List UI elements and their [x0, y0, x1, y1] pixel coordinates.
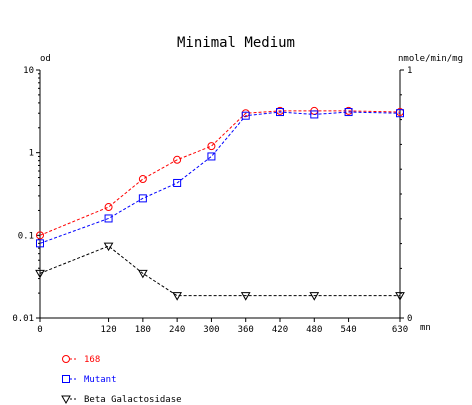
- y-left-tick-label: 0.01: [12, 314, 34, 324]
- data-point: [104, 214, 113, 223]
- series-line-mutant: [39, 111, 401, 244]
- data-point: [103, 242, 114, 252]
- data-point: [172, 292, 183, 301]
- axes: [39, 70, 401, 319]
- x-tick-label: 420: [272, 325, 288, 335]
- y-left-tick-label: 0.1: [18, 231, 34, 241]
- x-tick-label: 360: [238, 325, 254, 335]
- data-point: [309, 292, 320, 301]
- legend-marker: [61, 395, 71, 405]
- x-tick-label: 240: [169, 325, 185, 335]
- x-tick-label: 0: [37, 325, 42, 335]
- x-tick-label: 300: [203, 325, 219, 335]
- legend-item-beta-galactosidase: Beta Galactosidase: [61, 395, 182, 405]
- data-point: [344, 108, 353, 117]
- data-point: [310, 110, 319, 119]
- x-tick-label: 480: [306, 325, 322, 335]
- data-point: [240, 292, 251, 301]
- data-point: [396, 109, 404, 118]
- chart-title: Minimal Medium: [177, 35, 295, 51]
- data-point: [35, 269, 45, 279]
- data-point: [36, 231, 44, 240]
- legend-item-168: 168: [62, 355, 100, 365]
- data-point: [207, 152, 216, 161]
- data-point: [395, 292, 405, 301]
- data-point: [173, 178, 182, 187]
- data-point: [137, 269, 148, 279]
- legend-item-mutant: Mutant: [62, 375, 117, 385]
- y-left-tick-label: 10: [23, 66, 34, 76]
- data-point: [138, 175, 147, 184]
- x-axis-unit-label: mn: [420, 323, 431, 333]
- data-point: [276, 108, 284, 117]
- y-right-axis-label: nmole/min/mg: [398, 54, 463, 64]
- y-right-tick-label: 0: [407, 314, 412, 324]
- legend-label: Beta Galactosidase: [84, 395, 182, 405]
- series-beta-galactosidase: [35, 242, 405, 301]
- data-point: [138, 194, 147, 203]
- x-tick-label: 630: [392, 325, 408, 335]
- y-right-tick-label: 1: [407, 66, 412, 76]
- x-tick-label: 180: [135, 325, 151, 335]
- series-line-beta-galactosidase: [39, 245, 400, 297]
- series-mutant: [36, 108, 404, 248]
- data-point: [36, 239, 44, 248]
- legend-marker: [62, 355, 70, 363]
- series-layer: [35, 106, 405, 301]
- series-168: [36, 106, 404, 240]
- data-point: [104, 203, 113, 212]
- data-point: [241, 111, 250, 120]
- series-line-168: [39, 110, 401, 236]
- legend-marker: [62, 375, 70, 383]
- y-left-axis-label: od: [40, 54, 51, 64]
- y-left-tick-label: 1: [29, 149, 34, 159]
- x-tick-label: 540: [340, 325, 356, 335]
- data-point: [207, 142, 216, 151]
- legend: 168 Mutant Beta Galactosidase: [61, 355, 182, 405]
- legend-label: 168: [84, 355, 100, 365]
- tick-marks: 0 120 180 240 300 360 420 480 540 630 0.01 0.1 1 10 0 1: [12, 66, 412, 335]
- x-tick-label: 120: [100, 325, 116, 335]
- data-point: [173, 155, 182, 164]
- legend-label: Mutant: [84, 375, 117, 385]
